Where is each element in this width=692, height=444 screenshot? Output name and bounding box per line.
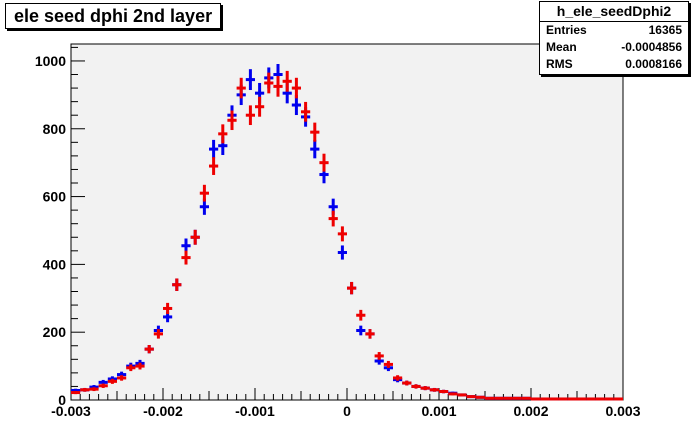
y-tick-label: 1000: [35, 53, 66, 69]
stats-row-mean: Mean -0.0004856: [540, 39, 688, 56]
data-point: [144, 344, 154, 354]
data-point: [245, 69, 255, 91]
data-point: [107, 378, 117, 384]
data-point: [71, 390, 81, 395]
data-point: [337, 245, 347, 260]
data-point: [282, 70, 292, 92]
y-tick-label: 400: [43, 256, 67, 272]
data-point: [199, 184, 209, 202]
data-point: [181, 250, 191, 265]
data-point: [457, 393, 467, 397]
data-point: [236, 77, 246, 99]
stats-rms-value: 0.0008166: [625, 57, 682, 71]
data-point: [393, 375, 403, 381]
x-tick-label: -0.002: [143, 403, 183, 419]
data-point: [209, 157, 219, 175]
data-point: [411, 384, 421, 389]
data-point: [512, 396, 522, 400]
data-point: [255, 96, 265, 117]
data-point: [567, 397, 577, 401]
stats-mean-label: Mean: [546, 40, 577, 54]
chart-title: ele seed dphi 2nd layer: [5, 3, 222, 29]
data-point: [301, 101, 311, 122]
data-point: [181, 238, 191, 253]
x-tick-label: 0.003: [605, 403, 640, 419]
x-tick-label: -0.001: [235, 403, 275, 419]
data-point: [117, 375, 127, 381]
data-point: [540, 397, 550, 401]
data-point: [153, 329, 163, 339]
data-point: [613, 397, 623, 401]
series-layer: [71, 64, 623, 401]
x-tick-label: -0.003: [51, 403, 91, 419]
data-point: [595, 397, 605, 401]
stats-entries-label: Entries: [546, 23, 587, 37]
data-point: [273, 76, 283, 97]
y-tick-label: 800: [43, 121, 67, 137]
plot-frame: [70, 43, 624, 401]
data-point: [429, 387, 439, 392]
data-point: [172, 278, 182, 291]
stats-rms-label: RMS: [546, 57, 573, 71]
data-point: [356, 325, 366, 336]
data-point: [549, 397, 559, 401]
data-point: [420, 386, 430, 391]
data-point: [577, 397, 587, 401]
data-point: [227, 110, 237, 131]
data-point: [347, 281, 357, 295]
stats-mean-value: -0.0004856: [621, 40, 682, 54]
data-point: [190, 229, 200, 245]
data-point: [98, 383, 108, 388]
data-point: [291, 77, 301, 99]
data-point: [466, 395, 476, 399]
data-point: [245, 105, 255, 126]
data-point: [604, 397, 614, 401]
y-tick-label: 0: [58, 392, 66, 408]
data-point: [264, 72, 274, 94]
series-red: [71, 70, 623, 401]
data-point: [439, 389, 449, 394]
x-tick-label: 0: [343, 403, 351, 419]
data-point: [135, 362, 145, 370]
x-tick-label: 0.002: [513, 403, 548, 419]
stats-box: h_ele_seedDphi2 Entries 16365 Mean -0.00…: [539, 1, 689, 75]
y-tick-label: 600: [43, 189, 67, 205]
data-point: [126, 364, 136, 372]
data-point: [521, 396, 531, 400]
stats-histogram-name: h_ele_seedDphi2: [540, 2, 688, 22]
data-point: [163, 302, 173, 315]
stats-entries-value: 16365: [648, 23, 682, 37]
data-point: [402, 380, 412, 386]
data-point: [337, 226, 347, 242]
data-point: [356, 309, 366, 321]
data-point: [586, 397, 596, 401]
data-point: [310, 122, 320, 142]
data-point: [374, 352, 384, 360]
data-point: [328, 210, 338, 227]
data-point: [494, 396, 504, 400]
stats-row-rms: RMS 0.0008166: [540, 56, 688, 73]
data-point: [558, 397, 568, 401]
data-point: [475, 395, 485, 399]
axes: -0.003 -0.002 -0.001 0 0.001 0.002 0.003 0 200 40…: [35, 46, 641, 419]
data-point: [383, 360, 393, 368]
data-point: [80, 387, 90, 392]
data-point: [448, 392, 458, 396]
data-point: [310, 139, 320, 159]
data-point: [531, 397, 541, 401]
data-point: [209, 139, 219, 159]
data-point: [89, 387, 99, 392]
data-point: [291, 95, 301, 116]
data-point: [485, 396, 495, 400]
data-point: [319, 153, 329, 172]
data-point: [218, 124, 228, 144]
x-tick-label: 0.001: [421, 403, 456, 419]
data-point: [503, 396, 513, 400]
y-tick-label: 200: [43, 324, 67, 340]
stats-row-entries: Entries 16365: [540, 22, 688, 39]
data-point: [365, 329, 375, 339]
